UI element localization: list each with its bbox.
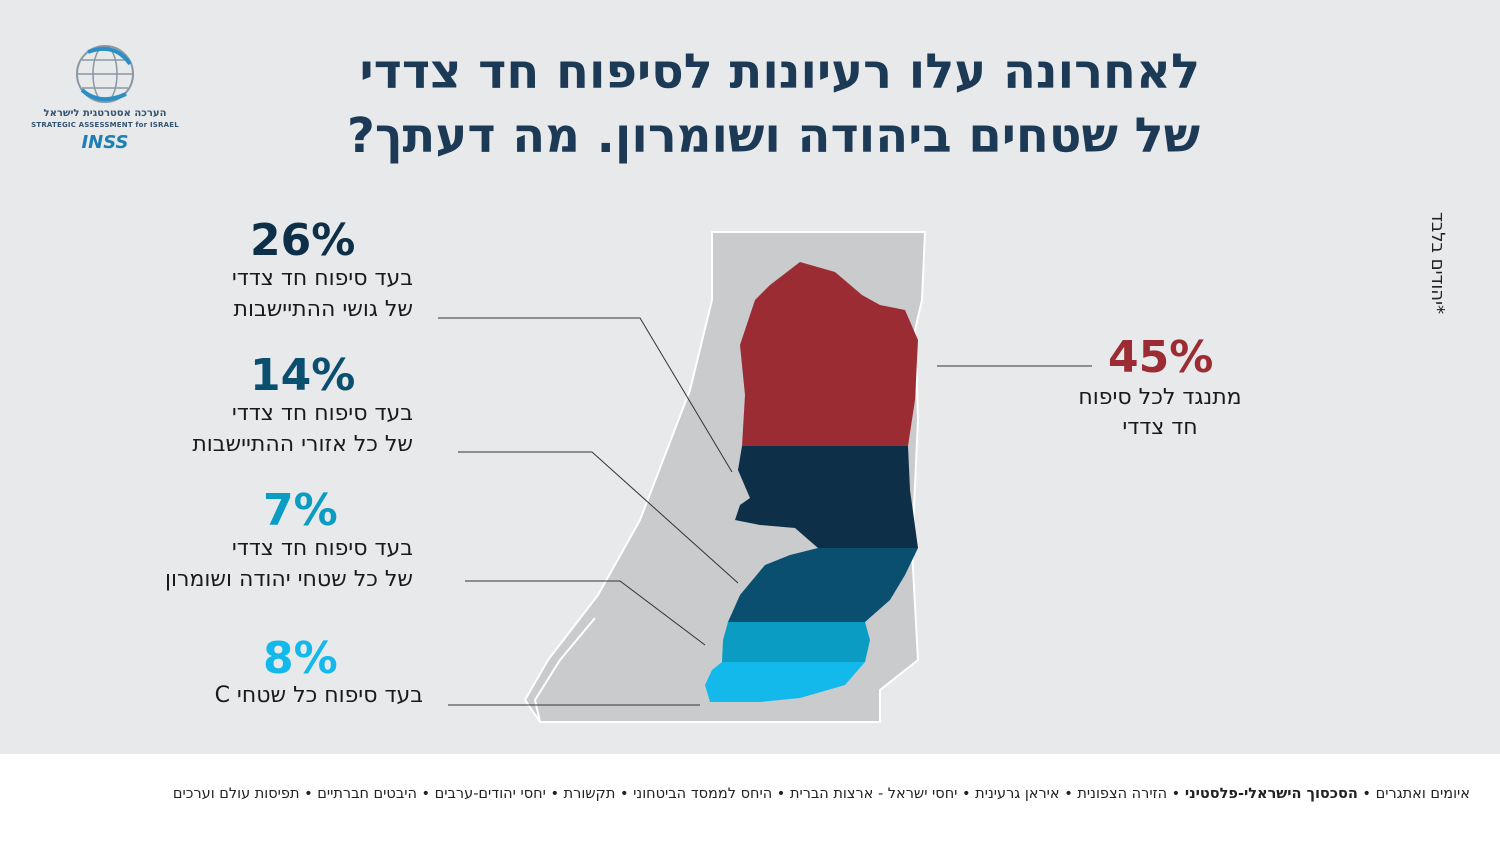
globe-icon: [76, 45, 134, 103]
area-c-label: בעד סיפוח כל שטחי C: [110, 680, 423, 711]
annexation-bands: [705, 262, 918, 702]
map-chart: [438, 231, 1092, 723]
all-ws-percent: 7%: [263, 485, 338, 536]
blocs-percent: 26%: [250, 215, 356, 266]
page-title: לאחרונה עלו רעיונות לסיפוח חד צדדי של שט…: [300, 40, 1200, 168]
blocs-label: בעד סיפוח חד צדדי של גושי ההתיישבות: [110, 263, 413, 325]
logo-english-text: STRATEGIC ASSESSMENT for ISRAEL: [31, 121, 179, 129]
logo-hebrew-text: הערכה אסטרטגית לישראל: [43, 108, 167, 119]
settlements-leader: [458, 451, 739, 584]
settlements-label: בעד סיפוח חד צדדי של כל אזורי ההתיישבות: [110, 398, 413, 460]
area-c-label-line-1: בעד סיפוח כל שטחי C: [214, 683, 423, 708]
map-border-line: [533, 617, 596, 723]
blocs-label-line-2: של גושי ההתיישבות: [233, 297, 413, 322]
inss-logo: הערכה אסטרטגית לישראל STRATEGIC ASSESSME…: [30, 38, 180, 158]
footer-topics-before: איומים ואתגרים •: [1357, 786, 1470, 802]
settlements-label-line-1: בעד סיפוח חד צדדי: [231, 401, 413, 426]
settlements-percent: 14%: [250, 350, 356, 401]
footer: [0, 754, 1500, 844]
blocs-leader: [438, 317, 733, 473]
all-ws-label-line-2: של כל שטחי יהודה ושומרון: [165, 567, 413, 592]
leader-lines: [438, 317, 1092, 706]
all-ws-label: בעד סיפוח חד צדדי של כל שטחי יהודה ושומר…: [110, 533, 413, 595]
blocs-label-line-1: בעד סיפוח חד צדדי: [231, 266, 413, 291]
all-ws-label-line-1: בעד סיפוח חד צדדי: [231, 536, 413, 561]
all-ws-band: [722, 622, 870, 662]
footer-topic-highlight: הסכסוך הישראלי-פלסטיני: [1184, 786, 1358, 802]
blocs-band: [735, 446, 918, 548]
footer-topics: איומים ואתגרים • הסכסוך הישראלי-פלסטיני …: [20, 786, 1470, 802]
settlements-band: [728, 548, 918, 622]
title-line-2: של שטחים ביהודה ושומרון. מה דעתך?: [346, 108, 1200, 164]
logo-acronym: INSS: [81, 132, 129, 153]
oppose-label-line-2: חד צדדי: [1122, 415, 1198, 440]
oppose-percent: 45%: [1108, 332, 1214, 383]
area-c-percent: 8%: [263, 633, 338, 684]
oppose-label: מתנגד לכל סיפוח חד צדדי: [1050, 383, 1270, 443]
area-c-band: [705, 662, 865, 702]
oppose-label-line-1: מתנגד לכל סיפוח: [1078, 385, 1242, 410]
footer-topics-after: • הזירה הצפונית • איראן גרעינית • יחסי י…: [172, 786, 1185, 802]
title-line-1: לאחרונה עלו רעיונות לסיפוח חד צדדי: [359, 44, 1200, 100]
settlements-label-line-2: של כל אזורי ההתיישבות: [192, 432, 413, 457]
all-ws-leader: [465, 580, 706, 646]
oppose-band: [740, 262, 918, 446]
